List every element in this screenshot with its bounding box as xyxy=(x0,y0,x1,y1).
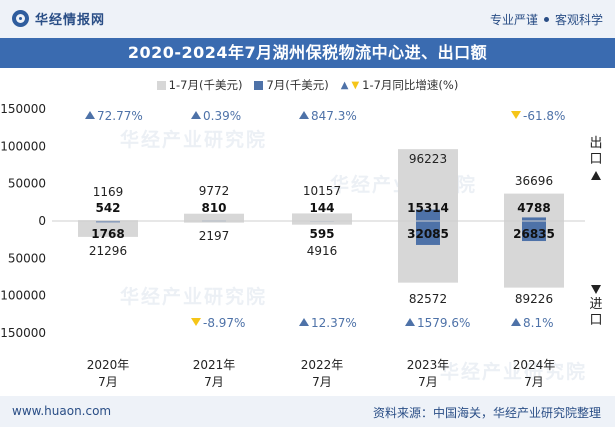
bar-import-monthly xyxy=(522,221,546,242)
legend-item-growth[interactable]: ▲ ▼ 1-7月同比增速(%) xyxy=(341,77,459,93)
footer: www.huaon.com 资料来源：中国海关，华经产业研究院整理 xyxy=(0,396,615,427)
value-label-import-cumulative: 4916 xyxy=(307,244,338,258)
triangle-down-icon: ▼ xyxy=(351,79,360,91)
x-tick-label-month: 7月 xyxy=(312,375,332,389)
brand-logo-icon xyxy=(12,9,29,27)
import-growth-label: 1579.6% xyxy=(417,316,470,330)
legend-label-monthly: 7月(千美元) xyxy=(266,78,329,92)
legend-swatch-cumulative xyxy=(156,80,166,90)
y-tick-label: 50000 xyxy=(8,177,46,191)
export-growth-up-icon xyxy=(85,111,95,119)
value-label-export-monthly: 4788 xyxy=(517,201,550,215)
value-label-export-cumulative: 96223 xyxy=(409,152,447,166)
slogan-dot-icon xyxy=(543,17,549,22)
triangle-up-icon: ▲ xyxy=(340,79,349,91)
import-growth-label: 12.37% xyxy=(311,316,357,330)
value-label-import-cumulative: 2197 xyxy=(199,229,230,243)
chart-title: 2020-2024年7月湖州保税物流中心进、出口额 xyxy=(0,38,615,68)
legend: 1-7月(千美元) 7月(千美元) ▲ ▼ 1-7月同比增速(%) xyxy=(0,76,615,94)
value-label-import-monthly: 26835 xyxy=(513,227,555,241)
value-label-export-monthly: 810 xyxy=(201,201,226,215)
import-growth-label: -8.97% xyxy=(203,316,245,330)
export-growth-up-icon xyxy=(299,111,309,119)
y-tick-label: 100000 xyxy=(0,139,46,153)
x-tick-label-month: 7月 xyxy=(524,375,544,389)
bar-export-monthly xyxy=(522,217,546,221)
export-growth-label: 847.3% xyxy=(311,109,357,123)
bar-import-cumulative xyxy=(292,221,352,225)
import-growth-down-icon xyxy=(191,318,201,326)
slogan-left: 专业严谨 xyxy=(489,13,538,27)
y-tick-label: 0 xyxy=(38,214,46,228)
import-growth-up-icon xyxy=(299,318,309,326)
export-growth-down-icon xyxy=(511,111,521,119)
value-label-import-cumulative: 89226 xyxy=(515,292,553,306)
value-label-export-cumulative: 36696 xyxy=(515,174,553,188)
export-growth-up-icon xyxy=(191,111,201,119)
x-tick-label: 2023年 xyxy=(407,358,450,372)
side-label-export: 出 xyxy=(589,136,602,151)
value-label-export-cumulative: 1169 xyxy=(93,185,124,199)
y-tick-label: 150000 xyxy=(0,102,46,116)
export-growth-label: 0.39% xyxy=(203,109,241,123)
top-bar: 华经情报网 专业严谨 客观科学 xyxy=(0,0,615,38)
x-tick-label: 2021年 xyxy=(193,358,236,372)
value-label-import-cumulative: 21296 xyxy=(89,244,127,258)
x-tick-label: 2022年 xyxy=(301,358,344,372)
x-tick-label-month: 7月 xyxy=(204,375,224,389)
legend-item-cumulative[interactable]: 1-7月(千美元) xyxy=(156,77,243,93)
y-tick-label: 150000 xyxy=(0,326,46,340)
x-tick-label-month: 7月 xyxy=(418,375,438,389)
side-label-import: 口 xyxy=(589,313,602,328)
legend-label-cumulative: 1-7月(千美元) xyxy=(168,78,243,92)
bar-import-cumulative xyxy=(184,221,244,223)
bar-export-cumulative xyxy=(398,149,458,221)
import-growth-label: 8.1% xyxy=(523,316,554,330)
slogan: 专业严谨 客观科学 xyxy=(490,11,603,28)
y-tick-label: 50000 xyxy=(8,251,46,265)
bar-import-cumulative xyxy=(78,221,138,237)
value-label-export-monthly: 15314 xyxy=(407,201,449,215)
bar-export-monthly xyxy=(416,209,440,221)
bar-export-cumulative xyxy=(184,213,244,221)
bar-import-monthly xyxy=(416,221,440,245)
y-tick-label: 100000 xyxy=(0,289,46,303)
brand[interactable]: 华经情报网 xyxy=(12,8,105,28)
value-label-export-cumulative: 9772 xyxy=(199,184,230,198)
legend-label-growth: 1-7月同比增速(%) xyxy=(362,78,459,92)
footer-source: 资料来源：中国海关，华经产业研究院整理 xyxy=(372,406,601,420)
legend-swatch-monthly xyxy=(254,80,264,90)
footer-url[interactable]: www.huaon.com xyxy=(12,404,112,418)
export-growth-label: -61.8% xyxy=(523,109,565,123)
x-tick-label-month: 7月 xyxy=(98,375,118,389)
value-label-export-monthly: 542 xyxy=(95,201,120,215)
value-label-import-monthly: 1768 xyxy=(91,227,124,241)
side-label-import: 进 xyxy=(589,297,602,312)
value-label-import-cumulative: 82572 xyxy=(409,292,447,306)
x-tick-label: 2024年 xyxy=(513,358,556,372)
legend-item-monthly[interactable]: 7月(千美元) xyxy=(254,77,329,93)
slogan-right: 客观科学 xyxy=(554,13,603,27)
x-tick-label: 2020年 xyxy=(87,358,130,372)
bar-import-monthly xyxy=(96,221,120,223)
import-growth-up-icon xyxy=(511,318,521,326)
side-arrow-up-icon xyxy=(591,171,601,180)
side-arrow-down-icon xyxy=(591,285,601,294)
brand-name: 华经情报网 xyxy=(35,12,106,28)
value-label-import-monthly: 32085 xyxy=(407,227,449,241)
import-growth-up-icon xyxy=(405,318,415,326)
export-growth-label: 72.77% xyxy=(97,109,143,123)
value-label-export-monthly: 144 xyxy=(309,201,334,215)
value-label-import-monthly: 595 xyxy=(309,227,334,241)
bar-export-cumulative xyxy=(292,213,352,221)
value-label-export-cumulative: 10157 xyxy=(303,184,341,198)
side-label-export: 口 xyxy=(589,152,602,167)
bar-export-cumulative xyxy=(504,193,564,221)
